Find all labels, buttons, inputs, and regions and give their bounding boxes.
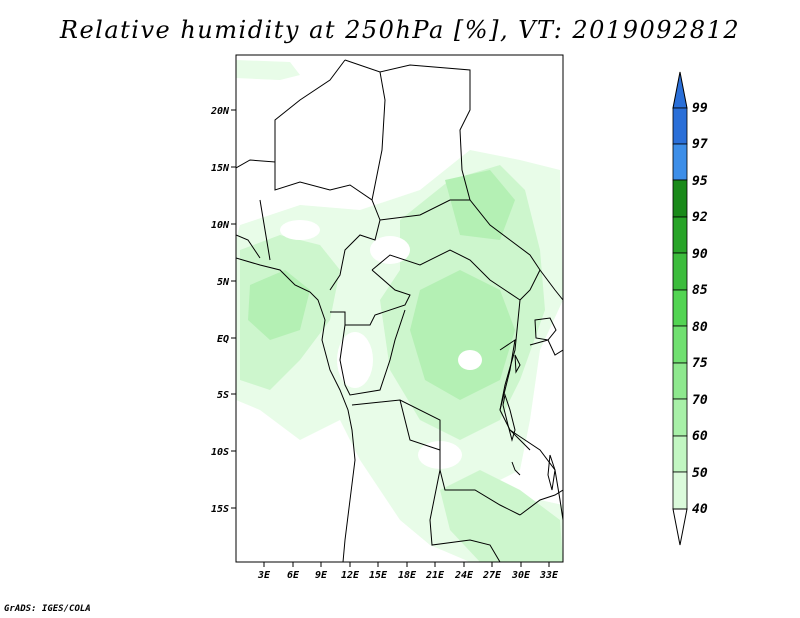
lat-label: EQ xyxy=(217,334,229,345)
lat-label: 10S xyxy=(211,447,229,458)
humid-region-south xyxy=(440,470,563,562)
lat-label: 5N xyxy=(217,277,230,288)
colorbar-label: 99 xyxy=(692,101,708,116)
lat-label: 10N xyxy=(211,220,230,231)
humidity-shading xyxy=(236,60,563,562)
colorbar-segment xyxy=(672,289,688,327)
lon-label: 6E xyxy=(287,570,300,581)
map-title: Relative humidity at 250hPa [%], VT: 201… xyxy=(59,16,741,44)
humid-core-east xyxy=(410,270,515,400)
lake-tanganyika xyxy=(502,393,516,442)
humid-core-north xyxy=(445,170,515,240)
lon-label: 24E xyxy=(454,570,474,581)
colorbar-segment xyxy=(672,398,688,437)
colorbar: 99 97 95 92 90 85 80 75 70 60 50 40 xyxy=(672,71,708,546)
colorbar-label: 75 xyxy=(692,356,708,371)
lon-label: 15E xyxy=(369,570,388,581)
lat-label: 5S xyxy=(217,390,229,401)
lat-label: 15S xyxy=(211,504,229,515)
colorbar-segment xyxy=(672,252,688,291)
lon-label: 27E xyxy=(482,570,502,581)
colorbar-label: 70 xyxy=(692,393,708,408)
colorbar-top-arrow xyxy=(672,71,688,109)
map-frame xyxy=(235,54,564,563)
lake-victoria xyxy=(534,317,557,341)
colorbar-segment xyxy=(672,362,688,400)
colorbar-label: 40 xyxy=(692,502,708,517)
colorbar-label: 92 xyxy=(692,210,708,225)
colorbar-segment xyxy=(672,143,688,181)
colorbar-label: 85 xyxy=(692,283,708,298)
colorbar-segment xyxy=(672,325,688,364)
colorbar-label: 50 xyxy=(692,466,708,481)
colorbar-segment xyxy=(672,435,688,473)
colorbar-bottom-arrow xyxy=(672,508,688,546)
lake-malawi xyxy=(547,454,556,491)
colorbar-label: 97 xyxy=(692,137,708,152)
lon-label: 12E xyxy=(341,570,360,581)
country-boundaries xyxy=(236,59,563,562)
colorbar-segment xyxy=(672,107,688,145)
lon-label: 9E xyxy=(315,570,328,581)
lon-label: 18E xyxy=(398,570,417,581)
lon-label: 33E xyxy=(539,570,559,581)
lat-label: 15N xyxy=(211,163,230,174)
coastline xyxy=(236,257,356,562)
lon-label: 21E xyxy=(425,570,445,581)
colorbar-segment xyxy=(672,179,688,218)
colorbar-segment xyxy=(672,216,688,254)
colorbar-label: 90 xyxy=(692,247,708,262)
humid-core-west xyxy=(248,270,310,340)
footer-credit: GrADS: IGES/COLA xyxy=(4,604,91,614)
colorbar-label: 80 xyxy=(692,320,708,335)
colorbar-segment xyxy=(672,471,688,510)
humid-region-north xyxy=(236,60,300,80)
lon-label: 30E xyxy=(511,570,531,581)
colorbar-label: 60 xyxy=(692,429,708,444)
colorbar-label: 95 xyxy=(692,174,708,189)
lon-axis: 3E 6E 9E 12E 15E 18E 21E 24E 27E 30E 33E xyxy=(257,562,559,581)
lat-label: 20N xyxy=(210,106,230,117)
lon-label: 3E xyxy=(257,570,271,581)
lat-axis: 20N 15N 10N 5N EQ 5S 10S 15S xyxy=(210,106,236,515)
